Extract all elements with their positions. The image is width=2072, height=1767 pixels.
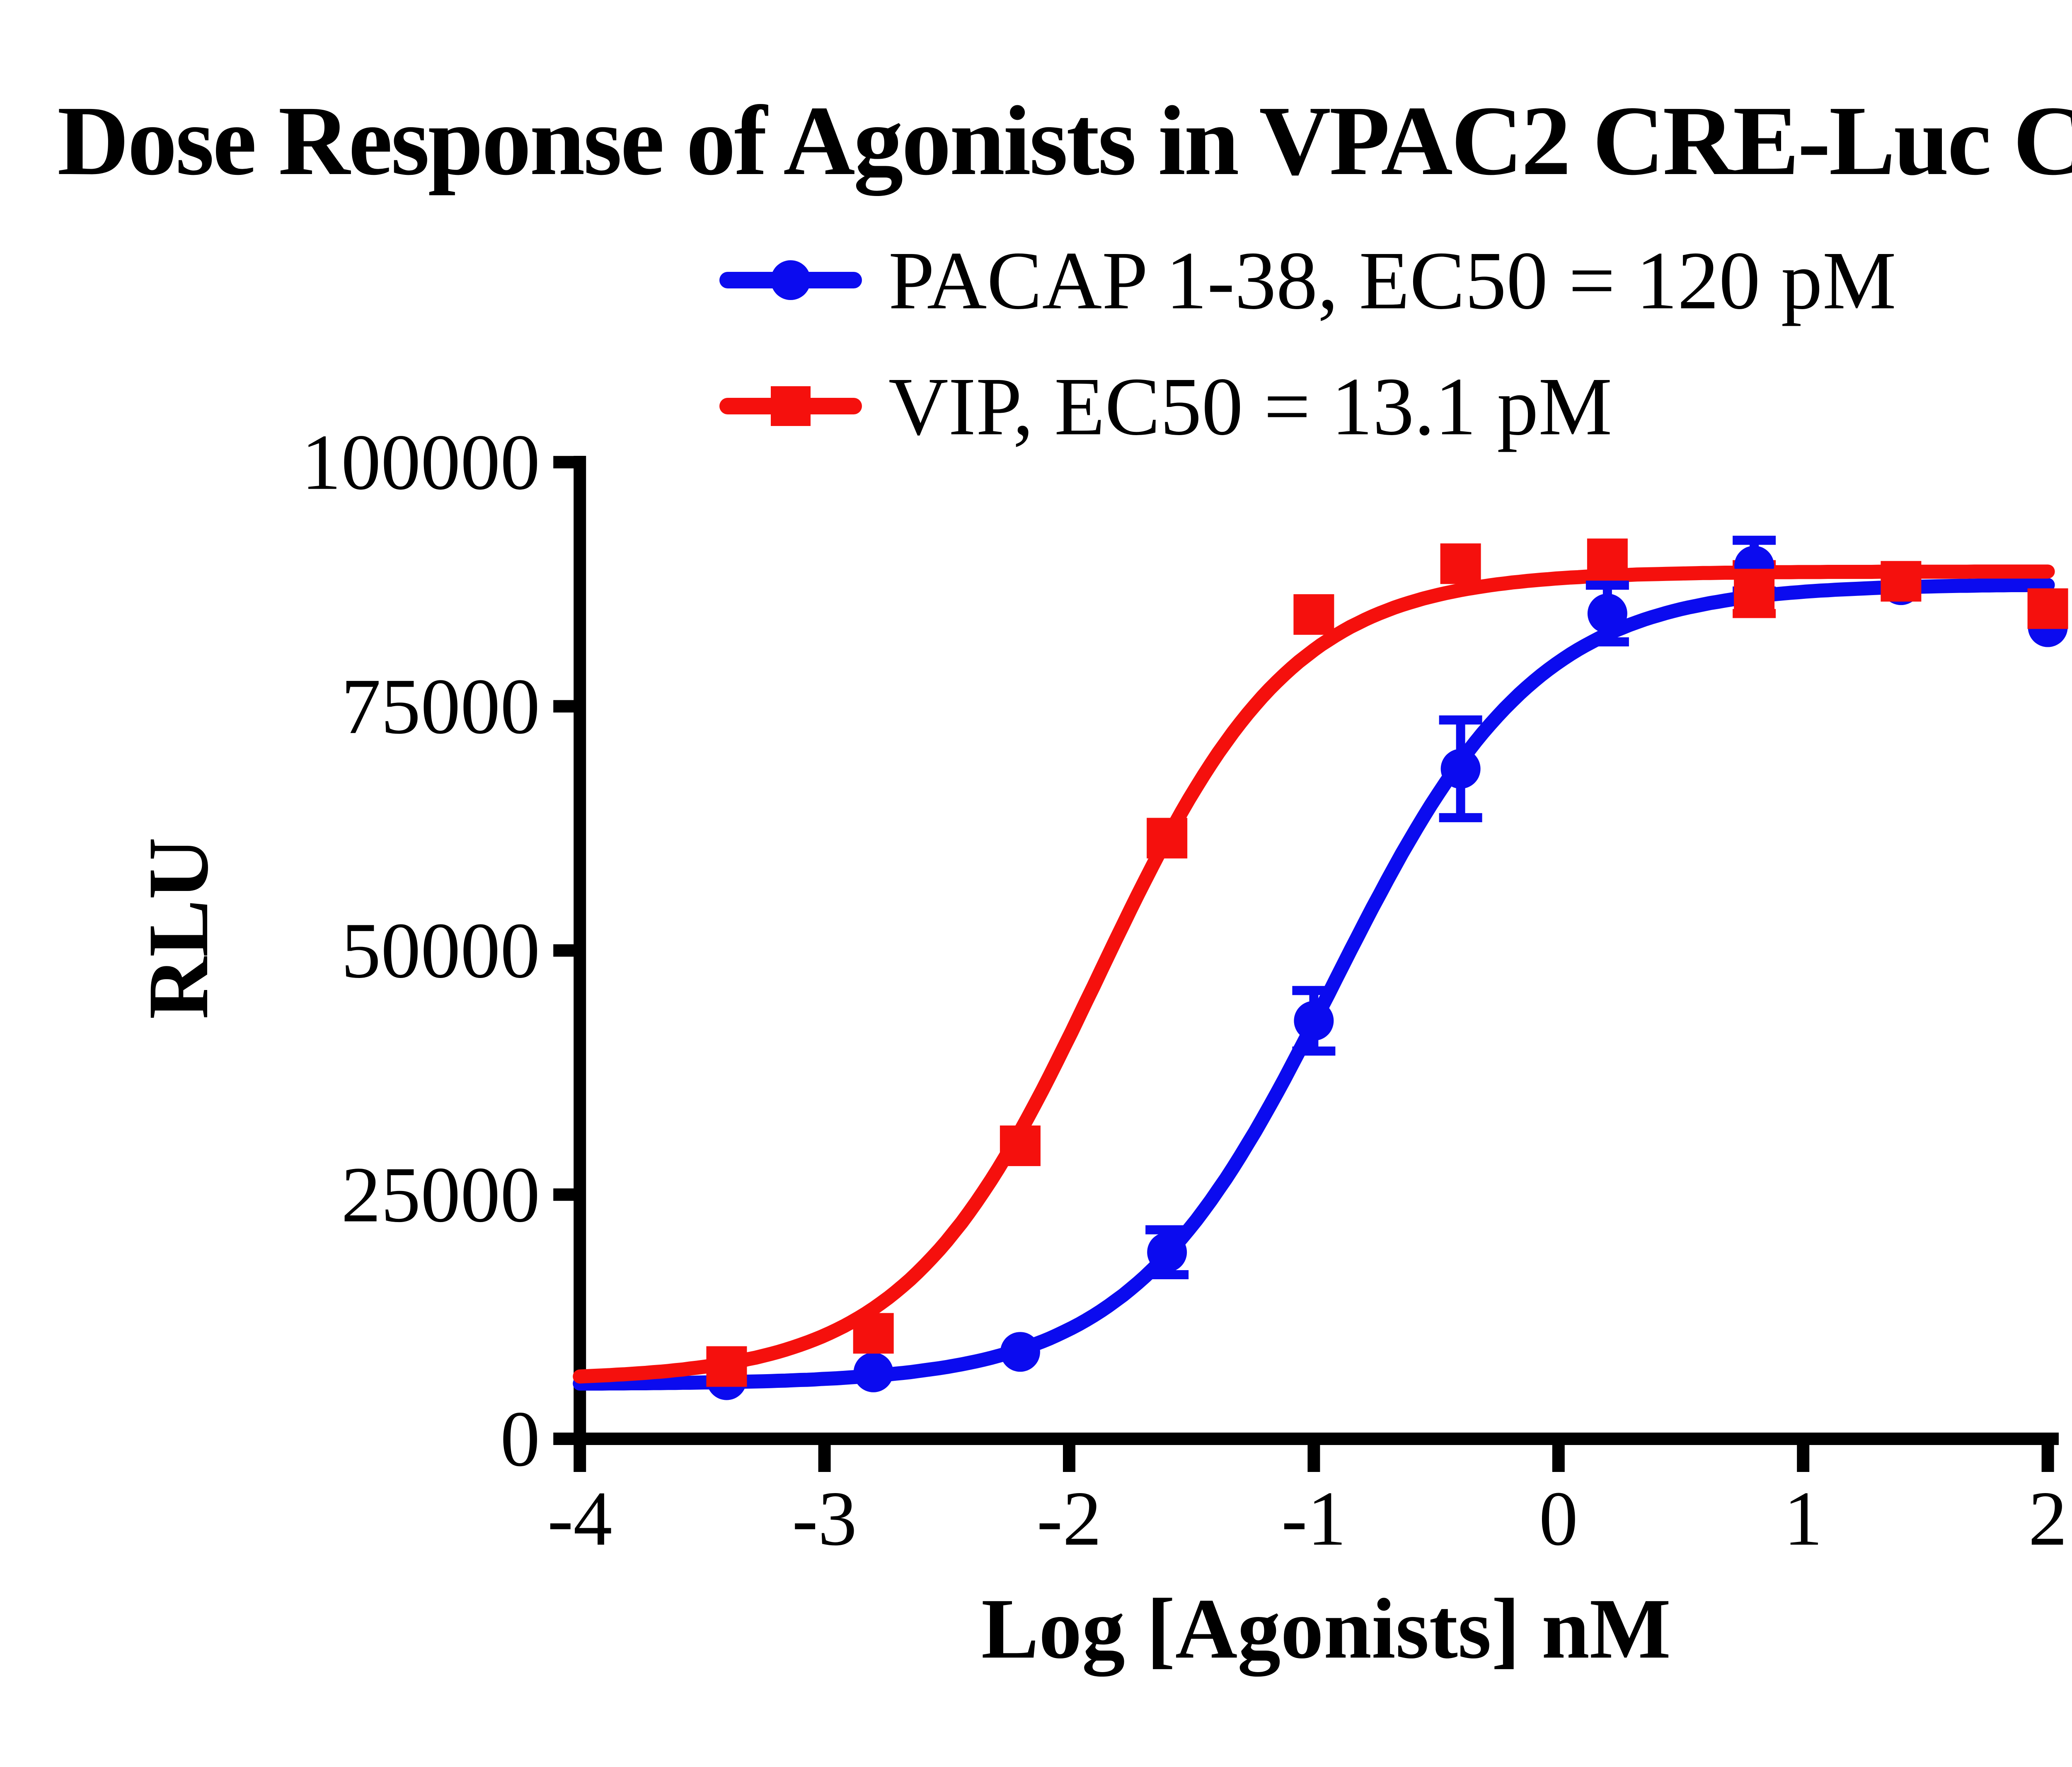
vip-data-point xyxy=(1147,818,1188,859)
x-tick-label: 2 xyxy=(2028,1475,2067,1562)
vip-data-point xyxy=(1000,1125,1041,1166)
pacap-data-point xyxy=(1000,1332,1040,1372)
vip-data-point xyxy=(1440,543,1481,584)
x-tick-label: -1 xyxy=(1281,1475,1346,1562)
x-axis-title: Log [Agonists] nM xyxy=(981,1581,1671,1677)
pacap-data-point xyxy=(1587,593,1627,634)
y-tick-label: 25000 xyxy=(341,1150,540,1239)
vip-data-point xyxy=(1734,569,1775,610)
y-tick-label: 50000 xyxy=(341,906,540,995)
pacap-data-point xyxy=(1294,1001,1334,1041)
pacap-fit-curve xyxy=(573,578,2055,1391)
x-tick-label: 1 xyxy=(1784,1475,1823,1562)
vip-fit-curve xyxy=(573,564,2055,1384)
vip-data-point xyxy=(1293,594,1334,635)
x-tick-label: 0 xyxy=(1539,1475,1578,1562)
pacap-data-point xyxy=(1440,749,1481,789)
vip-data-point xyxy=(853,1313,894,1354)
x-tick-label: -3 xyxy=(792,1475,857,1562)
y-tick-label: 0 xyxy=(500,1395,540,1483)
pacap-data-point xyxy=(853,1352,893,1392)
chart-title: Dose Response of Agonists in VPAC2 CRE-L… xyxy=(57,86,2072,196)
vip-data-point xyxy=(2027,588,2068,629)
pacap-data-point xyxy=(1147,1232,1187,1272)
x-tick-label: -4 xyxy=(547,1475,612,1562)
y-tick-label: 75000 xyxy=(341,662,540,750)
vip-data-point xyxy=(706,1346,747,1387)
y-axis-title: RLU xyxy=(131,837,226,1019)
vip-data-point xyxy=(1587,538,1628,579)
x-tick-label: -2 xyxy=(1037,1475,1102,1562)
vip-data-point xyxy=(1881,561,1922,602)
y-tick-label: 100000 xyxy=(301,418,540,506)
